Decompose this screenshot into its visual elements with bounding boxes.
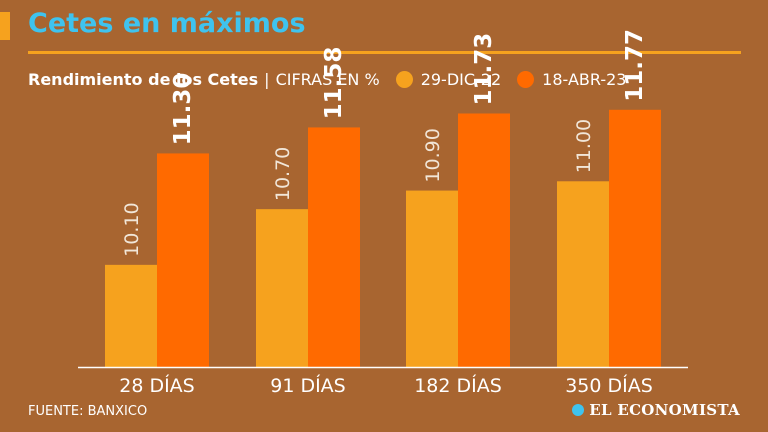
data-label-abr23-4: 11.77 — [622, 29, 648, 102]
data-label-dic22-1: 10.10 — [121, 202, 143, 256]
source-note: FUENTE: BANXICO — [28, 404, 148, 419]
x-tick-label-1: 28 DÍAS — [119, 374, 195, 397]
bar-dic22-4 — [557, 181, 609, 367]
data-label-dic22-3: 10.90 — [422, 128, 444, 182]
subtitle-separator: | — [264, 69, 270, 89]
bar-abr23-2 — [308, 127, 360, 367]
legend-label-29-dic-22: 29-DIC-22 — [420, 69, 502, 89]
data-label-abr23-3: 11.73 — [471, 33, 497, 106]
legend-marker-29-dic-22 — [395, 70, 413, 88]
legend-marker-18-abr-23 — [517, 70, 535, 88]
bar-dic22-2 — [256, 209, 308, 367]
publisher-logo: EL ECONOMISTA — [572, 401, 740, 419]
bar-abr23-1 — [157, 153, 209, 367]
data-label-dic22-2: 10.70 — [272, 147, 294, 201]
x-tick-label-4: 350 DÍAS — [565, 374, 653, 397]
chart-units: CIFRAS EN % — [275, 69, 380, 89]
data-label-abr23-2: 11.58 — [321, 47, 347, 120]
data-label-dic22-4: 11.00 — [573, 119, 595, 173]
x-tick-label-3: 182 DÍAS — [414, 374, 502, 397]
chart-subtitle: Rendimiento de los Cetes — [28, 69, 259, 89]
bar-abr23-4 — [609, 109, 661, 368]
data-label-abr23-1: 11.30 — [170, 73, 196, 146]
bar-dic22-1 — [105, 264, 157, 367]
page-title: Cetes en máximos — [28, 8, 306, 39]
bar-abr23-3 — [458, 113, 510, 367]
title-divider — [28, 51, 741, 54]
publisher-logo-text: EL ECONOMISTA — [589, 401, 740, 419]
legend-label-18-abr-23: 18-ABR-23 — [542, 69, 627, 89]
subtitle-row: Rendimiento de los Cetes | CIFRAS EN % 2… — [28, 66, 626, 92]
bar-dic22-3 — [406, 190, 458, 367]
title-accent-bar — [0, 12, 10, 40]
x-tick-label-2: 91 DÍAS — [270, 374, 346, 397]
logo-mark-icon — [572, 404, 585, 416]
